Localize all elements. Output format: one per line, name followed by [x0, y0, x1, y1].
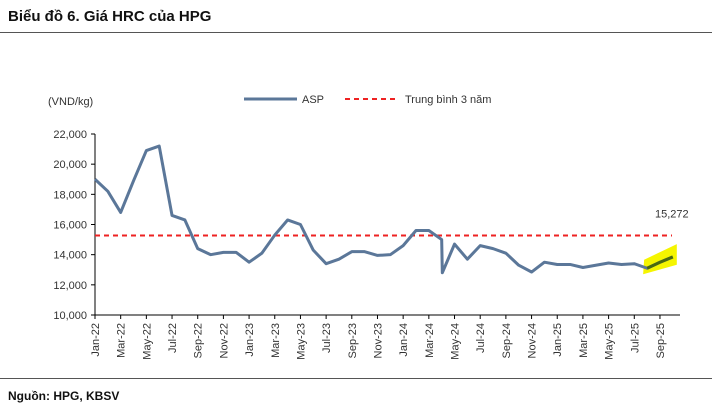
x-tick-label: Nov-23 [372, 323, 384, 358]
x-tick-label: Mar-24 [424, 323, 436, 358]
x-tick-label: Nov-24 [527, 323, 539, 358]
x-tick-label: Jul-23 [321, 323, 333, 353]
y-tick-label: 16,000 [53, 220, 87, 232]
x-tick-label: May-24 [450, 323, 462, 360]
x-tick-label: Jan-24 [398, 323, 410, 357]
highlight-marker [643, 244, 677, 275]
x-tick-label: Mar-23 [270, 323, 282, 358]
y-tick-label: 12,000 [53, 280, 87, 292]
average-value-label: 15,272 [655, 208, 689, 220]
x-tick-label: Jan-23 [244, 323, 256, 357]
x-tick-label: Nov-22 [218, 323, 230, 358]
y-tick-label: 20,000 [53, 159, 87, 171]
x-tick-label: Sep-24 [501, 323, 513, 358]
x-tick-label: Jul-22 [167, 323, 179, 353]
divider-top [0, 32, 712, 33]
x-tick-label: Mar-22 [116, 323, 128, 358]
y-tick-label: 10,000 [53, 310, 87, 322]
x-tick-label: Sep-23 [347, 323, 359, 358]
x-tick-label: Sep-22 [193, 323, 205, 358]
divider-bottom [0, 378, 712, 379]
legend-asp-label: ASP [302, 94, 324, 106]
source-note: Nguồn: HPG, KBSV [8, 389, 120, 403]
x-tick-label: May-22 [141, 323, 153, 360]
x-tick-label: Sep-25 [655, 323, 667, 358]
x-tick-label: Jul-24 [475, 323, 487, 353]
x-tick-label: Jan-22 [90, 323, 102, 357]
asp-highlight-line [646, 255, 674, 270]
x-tick-label: Jan-25 [552, 323, 564, 357]
y-axis-label: (VND/kg) [48, 96, 93, 108]
x-tick-label: May-25 [604, 323, 616, 360]
y-tick-label: 18,000 [53, 189, 87, 201]
y-tick-label: 22,000 [53, 129, 87, 141]
x-tick-label: Mar-25 [578, 323, 590, 358]
legend-average-label: Trung bình 3 năm [405, 94, 491, 106]
figure-title: Biểu đồ 6. Giá HRC của HPG [8, 8, 212, 25]
x-tick-label: May-23 [295, 323, 307, 360]
y-tick-label: 14,000 [53, 250, 87, 262]
asp-line [93, 144, 674, 275]
x-tick-label: Jul-25 [629, 323, 641, 353]
